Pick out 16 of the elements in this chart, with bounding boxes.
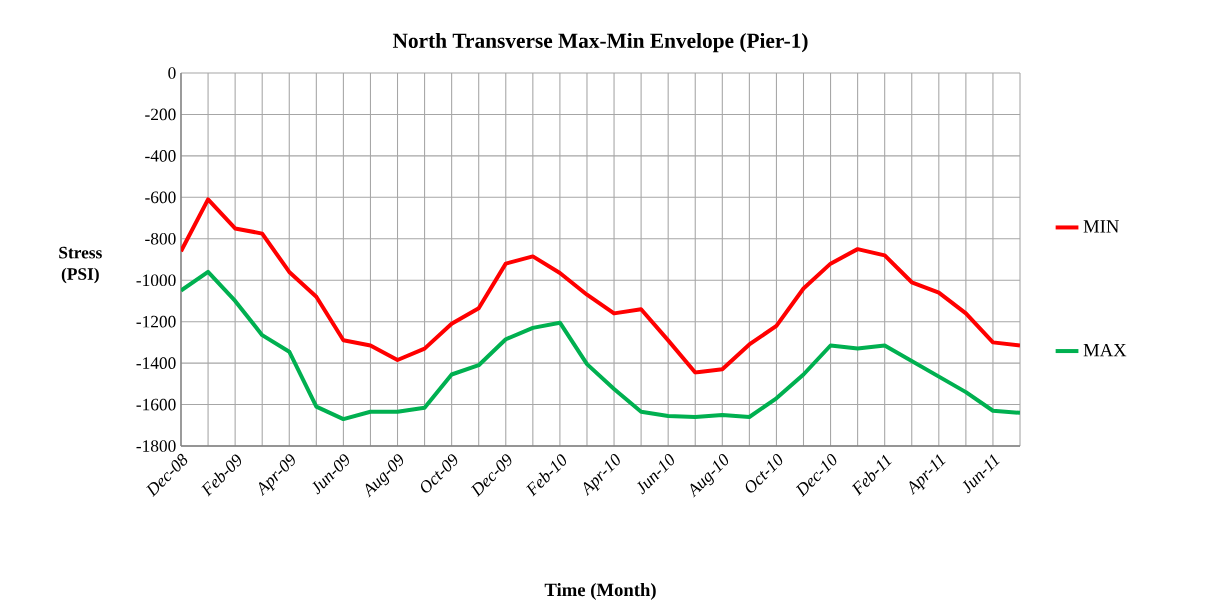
x-axis-title: Time (Month) xyxy=(544,582,656,600)
y-tick-label: -600 xyxy=(145,191,176,204)
line-series xyxy=(181,197,1021,375)
legend-label: MAX xyxy=(1083,343,1127,357)
y-tick-label: -1800 xyxy=(136,440,176,452)
y-tick-label: -800 xyxy=(145,232,176,245)
legend-label: MIN xyxy=(1083,220,1119,233)
y-tick-label: -1600 xyxy=(136,398,176,411)
y-axis-title: Stress (PSI) xyxy=(59,246,102,284)
chart-title: North Transverse Max-Min Envelope (Pier-1) xyxy=(392,32,808,53)
y-tick-label: -200 xyxy=(145,108,176,121)
y-tick-label: -400 xyxy=(145,150,176,162)
y-tick-label: 0 xyxy=(168,67,176,79)
y-tick-label: -1000 xyxy=(136,274,176,287)
y-tick-label: -1200 xyxy=(136,315,176,328)
y-tick-label: -1400 xyxy=(136,357,176,369)
